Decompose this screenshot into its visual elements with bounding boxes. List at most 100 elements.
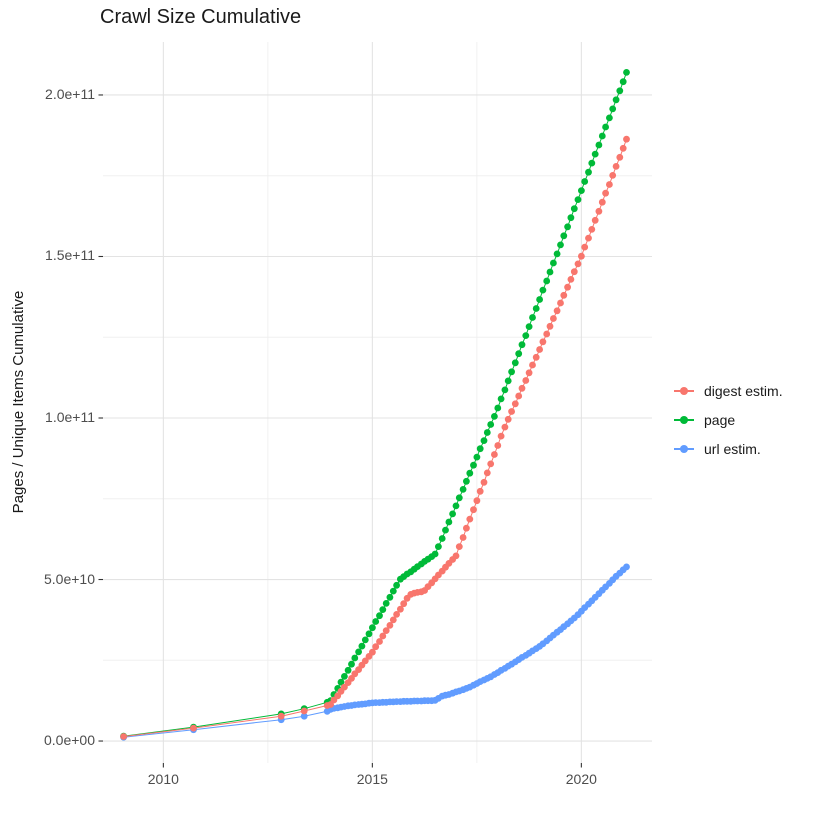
data-point-page — [543, 277, 551, 285]
data-point-digest-estim — [361, 657, 369, 665]
data-point-digest-estim — [591, 216, 599, 224]
data-point-digest-estim — [452, 552, 460, 560]
legend-key-url-estim — [673, 438, 695, 460]
x-tick-label-1: 2015 — [356, 771, 388, 787]
legend-point-icon — [680, 386, 688, 395]
x-tick-label-0: 2010 — [147, 771, 179, 787]
data-point-page — [369, 624, 376, 632]
data-point-digest-estim — [532, 353, 540, 361]
data-point-digest-estim — [564, 283, 571, 291]
data-point-page — [442, 526, 449, 534]
data-point-digest-estim — [560, 291, 568, 299]
data-point-page — [525, 323, 533, 330]
data-point-digest-estim — [491, 451, 498, 458]
data-point-page — [463, 477, 470, 485]
data-point-page — [487, 421, 495, 428]
data-point-digest-estim — [277, 712, 285, 720]
data-point-digest-estim — [459, 534, 467, 541]
data-point-digest-estim — [190, 724, 197, 732]
data-point-digest-estim — [480, 478, 488, 486]
data-point-digest-estim — [598, 198, 606, 206]
data-point-page — [606, 114, 613, 122]
data-point-page — [581, 178, 589, 185]
data-point-digest-estim — [504, 415, 512, 423]
data-point-digest-estim — [300, 707, 308, 715]
data-point-page — [483, 429, 491, 436]
data-point-digest-estim — [525, 369, 533, 377]
data-point-page — [564, 223, 571, 231]
legend-item-page: page — [673, 405, 783, 434]
data-point-page — [445, 518, 453, 526]
data-point-page — [372, 618, 380, 625]
data-point-page — [602, 123, 609, 131]
data-point-page — [376, 612, 383, 620]
data-point-page — [546, 268, 554, 276]
data-point-digest-estim — [386, 622, 394, 629]
data-point-digest-estim — [536, 346, 543, 353]
data-point-digest-estim — [595, 207, 603, 215]
data-point-page — [365, 630, 373, 638]
data-point-page — [459, 486, 467, 493]
data-point-digest-estim — [369, 648, 376, 656]
data-point-page — [612, 96, 620, 104]
data-point-page — [449, 510, 456, 518]
data-point-page — [431, 550, 439, 558]
data-point-page — [393, 581, 400, 589]
series-digest-estim — [120, 135, 630, 740]
data-point-digest-estim — [602, 189, 609, 197]
data-point-page — [532, 305, 540, 312]
data-point-page — [557, 241, 564, 249]
data-point-page — [355, 648, 362, 656]
data-point-page — [348, 660, 355, 668]
data-point-page — [438, 535, 446, 542]
data-point-digest-estim — [557, 299, 564, 307]
data-point-page — [470, 461, 477, 469]
data-point-digest-estim — [616, 153, 624, 161]
data-point-page — [344, 666, 352, 674]
data-point-page — [567, 214, 575, 222]
data-point-page — [619, 78, 627, 86]
data-point-digest-estim — [483, 469, 491, 477]
x-tick-label-2: 2020 — [565, 771, 597, 787]
data-point-digest-estim — [508, 408, 515, 415]
data-point-page — [511, 359, 519, 367]
data-point-page — [351, 654, 359, 662]
data-point-page — [491, 413, 498, 420]
data-point-page — [379, 606, 387, 613]
data-point-page — [518, 341, 526, 349]
data-point-page — [529, 314, 536, 321]
data-point-digest-estim — [379, 632, 387, 640]
data-point-digest-estim — [567, 276, 575, 283]
data-point-page — [455, 494, 463, 502]
data-point-digest-estim — [581, 243, 589, 251]
data-point-digest-estim — [539, 338, 547, 346]
data-point-digest-estim — [515, 392, 523, 400]
y-tick-label-2: 1.0e+11 — [45, 409, 95, 425]
data-point-page — [504, 377, 512, 385]
chart-title: Crawl Size Cumulative — [100, 6, 302, 28]
data-point-digest-estim — [619, 144, 627, 152]
legend-label-digest-estim: digest estim. — [704, 382, 783, 399]
data-point-page — [522, 332, 530, 339]
data-point-url-estim — [623, 563, 630, 571]
data-point-digest-estim — [494, 442, 502, 449]
data-point-page — [480, 437, 488, 444]
data-point-page — [358, 642, 366, 650]
data-point-digest-estim — [609, 172, 617, 179]
data-point-digest-estim — [574, 260, 582, 268]
legend-label-url-estim: url estim. — [704, 440, 761, 457]
data-point-page — [595, 141, 603, 149]
data-point-page — [389, 587, 397, 595]
data-point-page — [616, 87, 624, 95]
data-point-digest-estim — [376, 638, 383, 645]
data-point-url-estim — [300, 712, 308, 720]
data-point-digest-estim — [501, 423, 509, 431]
data-point-page — [361, 636, 369, 644]
data-point-digest-estim — [550, 315, 557, 322]
data-point-digest-estim — [518, 384, 526, 392]
data-point-digest-estim — [546, 322, 554, 330]
data-point-page — [598, 132, 606, 140]
data-point-page — [570, 205, 578, 213]
